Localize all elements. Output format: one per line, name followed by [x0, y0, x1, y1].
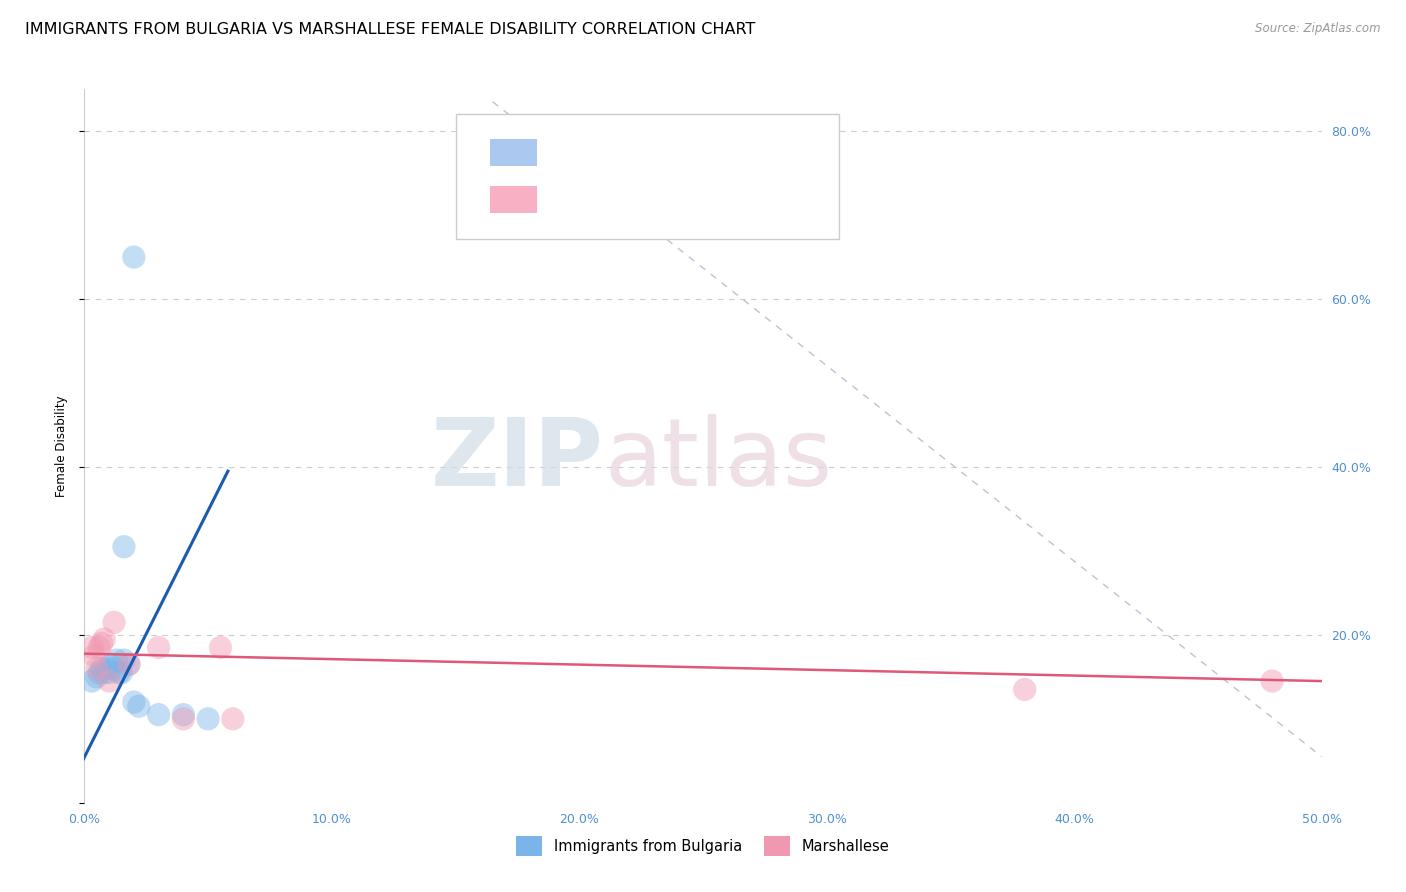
Point — [128, 699, 150, 714]
FancyBboxPatch shape — [491, 139, 537, 166]
Point — [90, 661, 112, 675]
Point — [1261, 674, 1284, 689]
Point — [112, 540, 135, 554]
Point — [222, 712, 245, 726]
Point — [93, 632, 115, 646]
FancyBboxPatch shape — [456, 114, 839, 239]
Text: IMMIGRANTS FROM BULGARIA VS MARSHALLESE FEMALE DISABILITY CORRELATION CHART: IMMIGRANTS FROM BULGARIA VS MARSHALLESE … — [25, 22, 755, 37]
Text: Source: ZipAtlas.com: Source: ZipAtlas.com — [1256, 22, 1381, 36]
Point — [148, 640, 170, 655]
Point — [96, 661, 118, 675]
Point — [80, 640, 103, 655]
Point — [90, 636, 112, 650]
Point — [98, 674, 121, 689]
Point — [112, 653, 135, 667]
Point — [172, 707, 194, 722]
Point — [118, 657, 141, 672]
Point — [122, 250, 145, 264]
Y-axis label: Female Disability: Female Disability — [55, 395, 67, 497]
Point — [86, 661, 108, 675]
Text: ZIP: ZIP — [432, 414, 605, 507]
Text: R =  0.518   N = 19: R = 0.518 N = 19 — [554, 145, 704, 161]
Text: atlas: atlas — [605, 414, 832, 507]
Point — [1014, 682, 1036, 697]
Point — [98, 665, 121, 680]
Point — [103, 615, 125, 630]
Point — [93, 665, 115, 680]
Point — [118, 657, 141, 672]
Point — [86, 670, 108, 684]
Text: R = -0.192   N = 16: R = -0.192 N = 16 — [554, 192, 704, 207]
Point — [122, 695, 145, 709]
Point — [197, 712, 219, 726]
Point — [83, 648, 105, 663]
Point — [172, 712, 194, 726]
Point — [108, 665, 131, 680]
Point — [103, 661, 125, 675]
Point — [100, 657, 122, 672]
Point — [89, 665, 111, 680]
Point — [105, 653, 128, 667]
Legend: Immigrants from Bulgaria, Marshallese: Immigrants from Bulgaria, Marshallese — [516, 836, 890, 856]
Point — [148, 707, 170, 722]
Point — [89, 640, 111, 655]
Point — [209, 640, 232, 655]
Point — [110, 665, 132, 680]
FancyBboxPatch shape — [491, 186, 537, 212]
Point — [80, 674, 103, 689]
